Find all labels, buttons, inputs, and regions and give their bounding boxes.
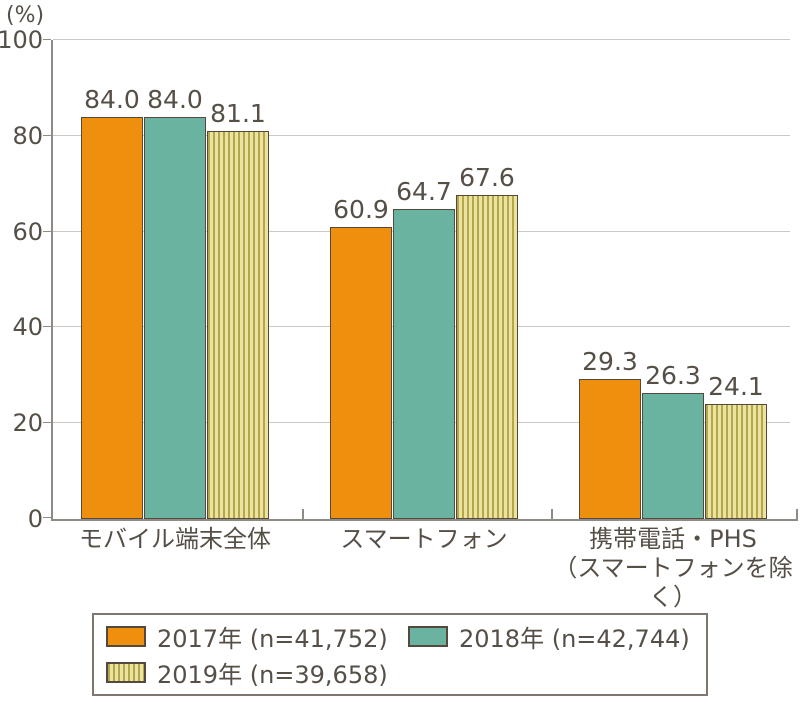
x-axis-tick <box>796 509 798 519</box>
legend-item: 2019年 (n=39,658) <box>106 655 408 691</box>
bar <box>705 404 767 519</box>
bar-value-label: 84.0 <box>147 85 203 114</box>
y-axis-line <box>51 40 53 519</box>
legend-label: 2019年 (n=39,658) <box>157 661 388 689</box>
bar-value-label: 24.1 <box>708 372 764 401</box>
y-tick-label: 100 <box>0 26 43 54</box>
bar <box>393 209 455 519</box>
bar <box>456 195 518 519</box>
legend-swatch <box>106 662 146 683</box>
x-axis-tick <box>551 509 553 519</box>
y-tick-label: 60 <box>12 217 43 246</box>
category-label-line: （スマートフォンを除く） <box>553 554 793 611</box>
legend-label: 2018年 (n=42,744) <box>459 625 690 653</box>
y-tick-label: 80 <box>12 121 43 150</box>
bar-value-label: 26.3 <box>645 361 701 390</box>
bar-value-label: 67.6 <box>459 163 515 192</box>
legend: 2017年 (n=41,752) 2018年 (n=42,744) 2019年 (n… <box>92 613 708 696</box>
category-label: スマートフォン <box>294 525 554 554</box>
y-axis-tick <box>43 39 51 40</box>
bar-value-label: 64.7 <box>396 177 452 206</box>
bar <box>330 227 392 519</box>
y-tick-label: 20 <box>12 409 43 438</box>
plot-area: 0 20 40 60 80 100 84.0 84.0 81.1 モバイル端末全体 60.9 64.7… <box>0 27 798 611</box>
y-axis-tick <box>43 134 51 136</box>
y-tick-label: 40 <box>12 313 43 342</box>
bar <box>207 131 269 519</box>
gridline <box>53 134 790 136</box>
x-axis-line <box>51 519 798 521</box>
x-axis-tick <box>302 509 304 519</box>
bar <box>81 117 143 519</box>
bar-value-label: 60.9 <box>333 195 389 224</box>
bar <box>579 379 641 519</box>
category-label-line: スマートフォン <box>340 525 508 553</box>
bar-value-label: 84.0 <box>84 85 140 114</box>
category-label: 携帯電話・PHS （スマートフォンを除く） <box>543 525 800 612</box>
y-axis-tick <box>43 230 51 232</box>
y-axis-tick <box>43 422 51 424</box>
legend-item: 2018年 (n=42,744) <box>408 619 704 655</box>
category-label: モバイル端末全体 <box>45 525 305 554</box>
y-tick-label: 0 <box>27 505 43 533</box>
legend-item: 2017年 (n=41,752) <box>106 619 408 655</box>
legend-label: 2017年 (n=41,752) <box>157 625 388 653</box>
category-label-line: 携帯電話・PHS <box>589 525 757 553</box>
y-axis-tick <box>43 517 51 518</box>
category-label-line: モバイル端末全体 <box>79 525 271 553</box>
bar <box>642 393 704 519</box>
legend-swatch <box>106 626 146 647</box>
y-axis-unit-label: (%) <box>6 3 45 28</box>
legend-swatch <box>408 626 448 647</box>
bar-value-label: 81.1 <box>210 99 266 128</box>
bar-value-label: 29.3 <box>582 347 638 376</box>
bar <box>144 117 206 519</box>
y-axis-tick <box>43 326 51 328</box>
gridline <box>53 39 790 40</box>
